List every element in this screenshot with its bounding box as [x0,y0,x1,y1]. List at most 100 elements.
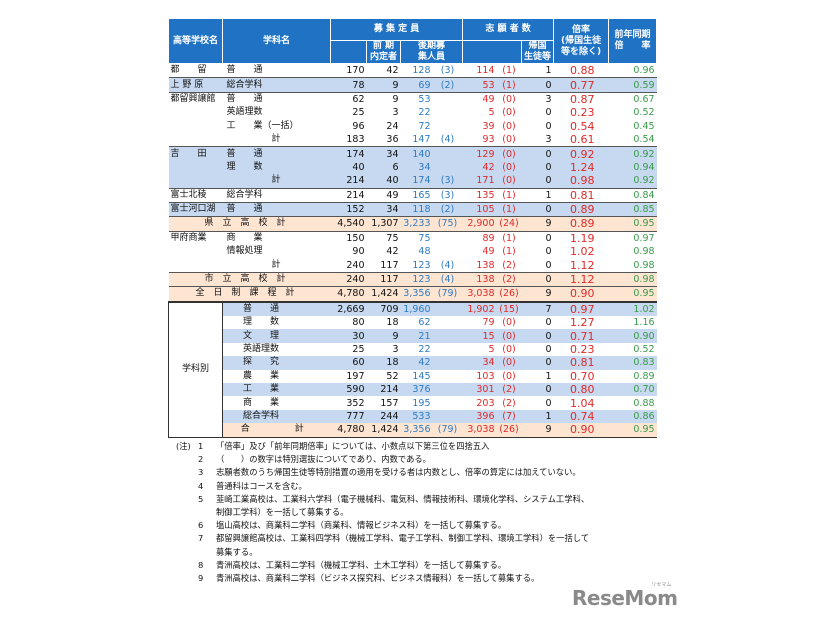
applicants-cell: 5 [488,107,495,119]
school-name: 富士河口湖 [168,201,223,217]
early-admit-cell: 52 [386,370,399,382]
early-admit-cell: 34 [366,146,401,161]
ratio-cell: 1.19 [553,230,609,246]
applicants-special-cell: (15) [496,300,522,317]
capacity-cell: 78 [330,77,367,93]
total-row: 県立高校計 4,540 1,307 3,233 (75) 2,900 (24) 9 0.89 0.… [168,216,657,232]
table-row: 計 214 40 174 (3) 171 (0) 0 0.98 0.92 [168,174,657,189]
table-row: 探 究 60 18 42 34 (0) 0 0.81 0.83 [169,356,657,370]
applicants-special-cell: (0) [496,356,522,370]
later-special-cell: (3) [432,187,463,203]
later-special-cell [432,356,463,370]
table-row: 理 数 40 6 34 42 (0) 0 1.24 0.94 [168,160,657,175]
ratio-cell: 0.23 [570,106,595,120]
capacity-cell: 150 [330,230,367,246]
applicants-special-cell: (1) [496,187,522,203]
table-row: 工 業（一括） 96 24 72 39 (0) 0 0.54 0.45 [169,120,657,133]
applicants-special-cell: (0) [496,329,522,343]
applicants-cell: 49 [462,91,497,107]
applicants-special-cell: (0) [502,370,516,382]
school-name: 富士北稜 [168,187,223,203]
returnee-cell: 0 [521,382,554,397]
early-admit-cell: 9 [366,77,401,93]
returnee-cell: 0 [545,107,552,119]
later-quota-cell: 118 [400,201,433,217]
applicants-special-cell: (1) [496,230,522,246]
applicants-cell: 105 [462,201,497,217]
dept-name: 理 数 [243,317,280,328]
table-body: 都 留普 通 170 42 128 (3) 114 (1) 1 0.88 0.96 上 野 原総合学… [168,62,657,438]
school-name [169,120,223,133]
capacity-cell: 240 [346,259,365,271]
later-special-cell [432,300,463,317]
ratio-cell: 0.90 [553,286,609,302]
capacity-cell: 214 [330,187,367,203]
capacity-cell: 170 [330,62,367,78]
table-row: 吉 田普 通 174 34 140 129 (0) 0 0.92 0.92 [168,146,657,161]
later-quota-cell: 69 [400,77,433,93]
note-number: 7 [198,533,204,544]
applicants-cell: 138 [462,271,497,287]
note-number: 9 [198,573,204,584]
later-special-cell [433,370,463,383]
applicants-special-cell: (1) [502,246,516,258]
note-text: 青洲高校は、工業科二学科（機械工学科、土木工学科）を一括して募集する。 [216,559,507,570]
applicants-cell: 3,038 [462,286,497,302]
capacity-cell: 174 [330,146,367,161]
note-item: 4 普通科はコースを含む。 [176,480,589,493]
early-admit-cell: 40 [366,174,401,189]
later-quota-cell: 1,960 [400,300,433,317]
ratio-cell: 1.12 [553,271,609,287]
header-school: 高等学校名 [168,18,223,64]
applicants-special-cell: (1) [496,62,522,78]
returnee-cell: 0 [521,329,554,343]
dept-name: 英語理数 [243,344,280,354]
note-prefix [176,480,198,493]
early-admit-cell: 36 [386,134,399,146]
applicants-cell: 1,902 [462,300,497,317]
later-special-cell [433,396,463,409]
note-prefix [176,572,198,585]
later-quota-cell: 3,356 [400,286,433,302]
dept-name: 普 通 [222,201,331,217]
note-item: (注) 1 「倍率」及び「前年同期倍率」については、小数点以下第三位を四捨五入 [176,440,589,453]
prev-ratio-cell: 0.92 [608,174,657,189]
capacity-cell: 4,780 [330,286,367,302]
later-special-cell [433,106,463,119]
total-row: 市立高校計 240 117 123 (4) 138 (2) 0 1.12 0.98 [168,271,657,287]
prev-ratio-cell: 0.92 [608,146,657,161]
prev-ratio-cell: 0.45 [633,120,655,132]
notes: (注) 1 「倍率」及び「前年同期倍率」については、小数点以下第三位を四捨五入 2 （ … [176,440,589,585]
returnee-cell: 0 [545,120,552,132]
ratio-cell: 0.23 [570,343,595,356]
note-number: 2 [198,454,204,465]
returnee-cell: 0 [521,356,554,370]
returnee-cell: 0 [521,201,554,217]
dept-name: 農 業 [243,370,280,381]
note-item: 5 韮崎工業高校は、工業科六学科（電子機械科、電気科、情報技術科、環境化学科、シス… [176,493,589,506]
returnee-cell: 0 [521,230,554,246]
capacity-cell: 4,540 [330,216,367,232]
ratio-cell: 0.89 [553,216,609,232]
later-quota-cell: 75 [400,230,433,246]
table-row: 上 野 原総合学科 78 9 69 (2) 53 (1) 0 0.77 0.59 [168,77,657,93]
applicants-special-cell: (2) [496,271,522,287]
applicants-special-cell: (26) [496,286,522,302]
later-special-cell: (79) [432,423,463,438]
early-admit-cell: 6 [366,160,401,175]
later-special-cell [432,91,463,107]
early-admit-cell: 18 [386,317,399,329]
applicants-special-cell: (2) [502,397,516,409]
prev-ratio-cell: 0.88 [633,397,655,409]
applicants-special-cell: (26) [496,423,522,438]
note-text: （ ）の数字は特別選抜についてであり、内数である。 [216,454,431,465]
applicants-special-cell: (24) [496,216,522,232]
dept-name: 普 通 [222,146,331,161]
later-quota-cell: 3,233 [400,216,433,232]
prev-ratio-cell: 0.98 [608,271,657,287]
early-admit-cell: 1,424 [366,423,401,438]
prev-ratio-cell: 0.97 [608,230,657,246]
note-text: 青洲高校は、商業科二学科（ビジネス探究科、ビジネス情報科）を一括して募集する。 [216,573,540,584]
returnee-cell: 1 [545,370,552,382]
capacity-cell: 240 [330,271,367,287]
